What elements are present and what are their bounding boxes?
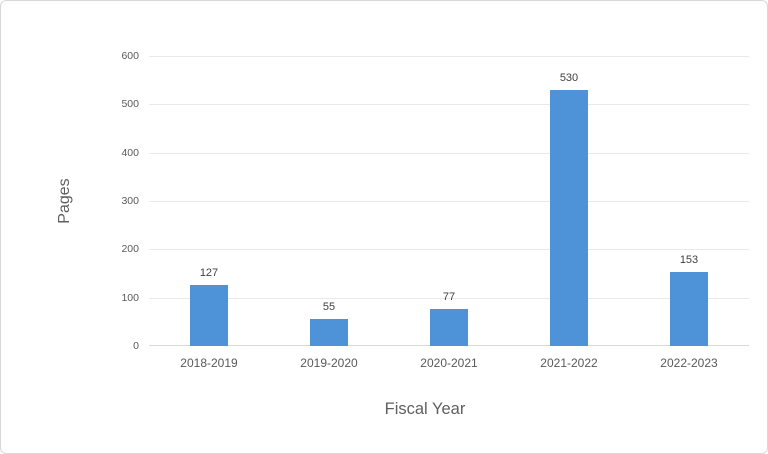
data-label: 77 xyxy=(442,291,456,303)
gridline xyxy=(149,56,749,57)
bar-2019-2020 xyxy=(310,319,348,346)
x-category-label: 2020-2021 xyxy=(420,356,478,370)
y-tick-label: 500 xyxy=(121,98,139,110)
data-label: 153 xyxy=(679,254,699,266)
bar-2020-2021 xyxy=(430,309,468,346)
data-label: 127 xyxy=(199,267,219,279)
y-tick-label: 200 xyxy=(121,243,139,255)
x-axis-title: Fiscal Year xyxy=(384,400,466,418)
gridline xyxy=(149,153,749,154)
y-tick-label: 0 xyxy=(133,340,139,352)
gridline xyxy=(149,104,749,105)
y-tick-label: 100 xyxy=(121,292,139,304)
data-label: 55 xyxy=(322,301,336,313)
bar-2021-2022 xyxy=(550,90,588,346)
bar-2018-2019 xyxy=(190,285,228,346)
data-label: 530 xyxy=(559,72,579,84)
gridline xyxy=(149,249,749,250)
y-axis-title: Pages xyxy=(56,178,73,224)
gridline xyxy=(149,201,749,202)
y-tick-label: 600 xyxy=(121,50,139,62)
x-category-label: 2019-2020 xyxy=(300,356,358,370)
y-tick-label: 400 xyxy=(121,147,139,159)
y-tick-label: 300 xyxy=(121,195,139,207)
x-category-label: 2022-2023 xyxy=(660,356,718,370)
bar-2022-2023 xyxy=(670,272,708,346)
plot-area: 127 55 77 530 153 xyxy=(149,56,749,346)
x-category-label: 2021-2022 xyxy=(540,356,598,370)
x-category-label: 2018-2019 xyxy=(180,356,238,370)
gridline xyxy=(149,298,749,299)
